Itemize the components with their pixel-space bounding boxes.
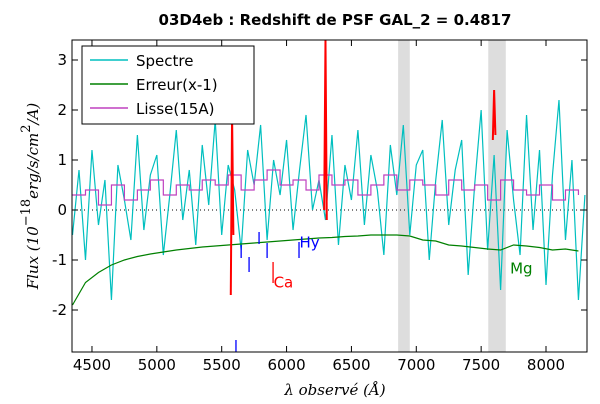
x-tick-label: 6500 — [332, 356, 370, 374]
y-tick-label: -1 — [52, 251, 67, 269]
chart-title: 03D4eb : Redshift de PSF GAL_2 = 0.4817 — [159, 11, 512, 29]
y-tick-label: 3 — [57, 51, 67, 69]
plot-frame — [71, 39, 588, 353]
x-tick-label: 6000 — [267, 356, 305, 374]
x-tick-label: 8000 — [527, 356, 565, 374]
y-label-part: /A) — [24, 103, 42, 127]
x-tick-label: 7500 — [462, 356, 500, 374]
y-tick-label: 2 — [57, 101, 67, 119]
x-tick-label: 5500 — [203, 356, 241, 374]
legend-box — [81, 45, 255, 125]
annotation: Hy — [300, 234, 320, 252]
highlight-line — [323, 40, 328, 221]
series-line — [72, 99, 586, 301]
series-line — [72, 234, 579, 306]
highlight-line — [491, 89, 497, 141]
y-tick-label: -2 — [52, 301, 67, 319]
annotation: Mg — [510, 260, 532, 278]
y-label-part: Flux (10 — [24, 226, 42, 290]
y-tick-label: 1 — [57, 151, 67, 169]
x-tick-label: 4500 — [73, 356, 111, 374]
x-tick-label: 5000 — [138, 356, 176, 374]
x-tick-label: 7000 — [397, 356, 435, 374]
sky-band — [398, 40, 410, 352]
annotation: Ca — [274, 274, 294, 292]
plot-area — [72, 40, 587, 352]
legend-label: Spectre — [136, 52, 193, 70]
y-label-part: erg/s/cm — [24, 133, 42, 199]
y-label-part: 2 — [19, 124, 34, 132]
y-label-part: −18 — [19, 199, 34, 226]
y-tick-label: 0 — [57, 201, 67, 219]
highlight-line — [229, 114, 235, 296]
series-line — [72, 169, 580, 206]
legend-label: Erreur(x-1) — [136, 76, 218, 94]
legend-label: Lisse(15A) — [136, 100, 214, 118]
x-axis-label: λ observé (Å) — [283, 381, 385, 399]
y-axis-label: Flux (10−18erg/s/cm2/A) — [19, 103, 42, 291]
